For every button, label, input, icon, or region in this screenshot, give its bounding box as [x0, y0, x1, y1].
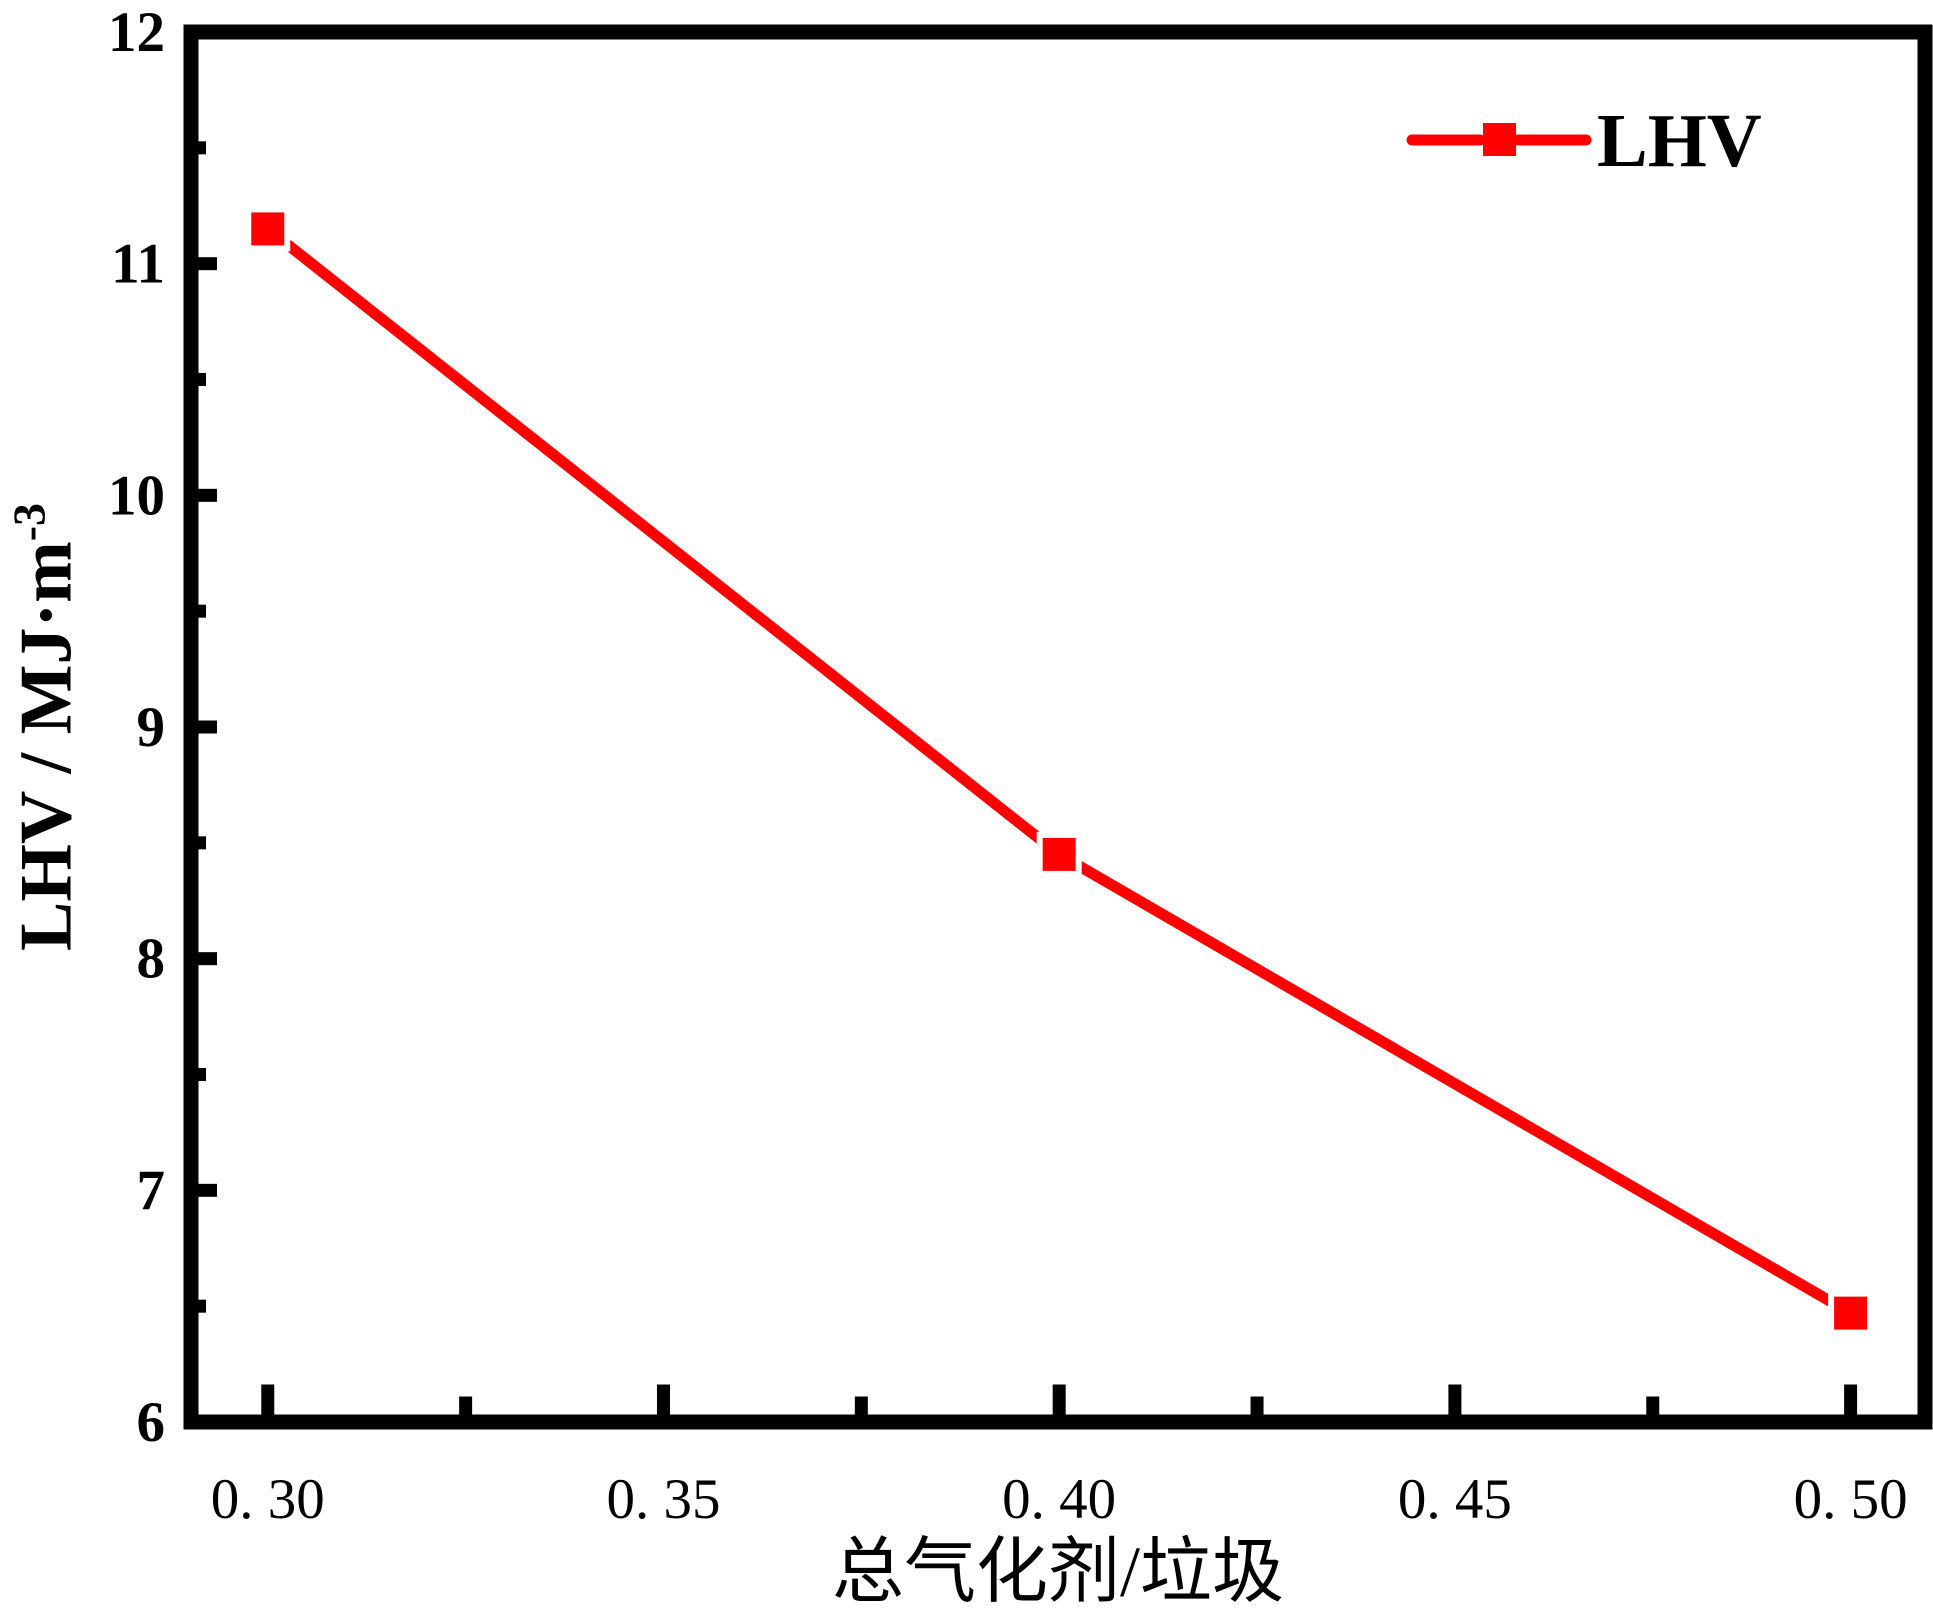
y-minor-tick [183, 836, 206, 850]
legend-marker-square [1483, 123, 1516, 156]
x-tick-label: 0. 50 [1794, 1468, 1908, 1531]
x-minor-tick [459, 1396, 473, 1422]
y-minor-tick [183, 373, 206, 386]
y-major-tick [183, 488, 217, 502]
y-tick-label: 9 [137, 696, 166, 759]
plot-border [183, 24, 1933, 1430]
y-minor-tick [183, 1068, 206, 1081]
y-tick-label: 10 [108, 464, 165, 527]
y-tick-label: 7 [137, 1159, 166, 1222]
x-tick-label: 0. 35 [606, 1468, 720, 1531]
x-major-tick [261, 1384, 275, 1422]
x-axis-title: 总气化剂/垃圾 [831, 1532, 1285, 1612]
x-major-tick [656, 1384, 670, 1422]
y-axis-title-superscript: -3 [3, 503, 55, 542]
y-tick-label: 8 [137, 928, 166, 991]
y-axis-title: LHV / MJ·m-3 [3, 503, 88, 951]
data-point-marker [251, 212, 285, 246]
series-line [264, 224, 1854, 1318]
y-tick-label: 6 [137, 1391, 166, 1454]
y-tick-label: 11 [111, 233, 165, 296]
x-tick-label: 0. 45 [1398, 1468, 1512, 1531]
x-tick-label: 0. 30 [211, 1468, 325, 1531]
x-tick-label: 0. 40 [1002, 1468, 1116, 1531]
y-major-tick [183, 1415, 217, 1429]
y-minor-tick [183, 141, 206, 155]
y-axis-title-text: LHV / MJ·m [5, 541, 88, 951]
y-major-tick [183, 720, 217, 734]
x-minor-tick [1646, 1396, 1660, 1422]
y-major-tick [183, 952, 217, 966]
data-point-marker [1834, 1296, 1868, 1330]
data-point-marker [1042, 837, 1076, 871]
y-major-tick [183, 257, 217, 271]
y-major-tick [183, 1183, 217, 1197]
y-minor-tick [183, 604, 206, 618]
x-major-tick [1448, 1384, 1462, 1422]
x-minor-tick [1250, 1396, 1264, 1422]
x-major-tick [1052, 1384, 1066, 1422]
x-minor-tick [854, 1396, 868, 1422]
y-major-tick [183, 25, 217, 39]
y-tick-label: 12 [108, 1, 165, 64]
x-major-tick [1844, 1384, 1858, 1422]
legend-label: LHV [1597, 99, 1762, 183]
y-minor-tick [183, 1299, 206, 1313]
